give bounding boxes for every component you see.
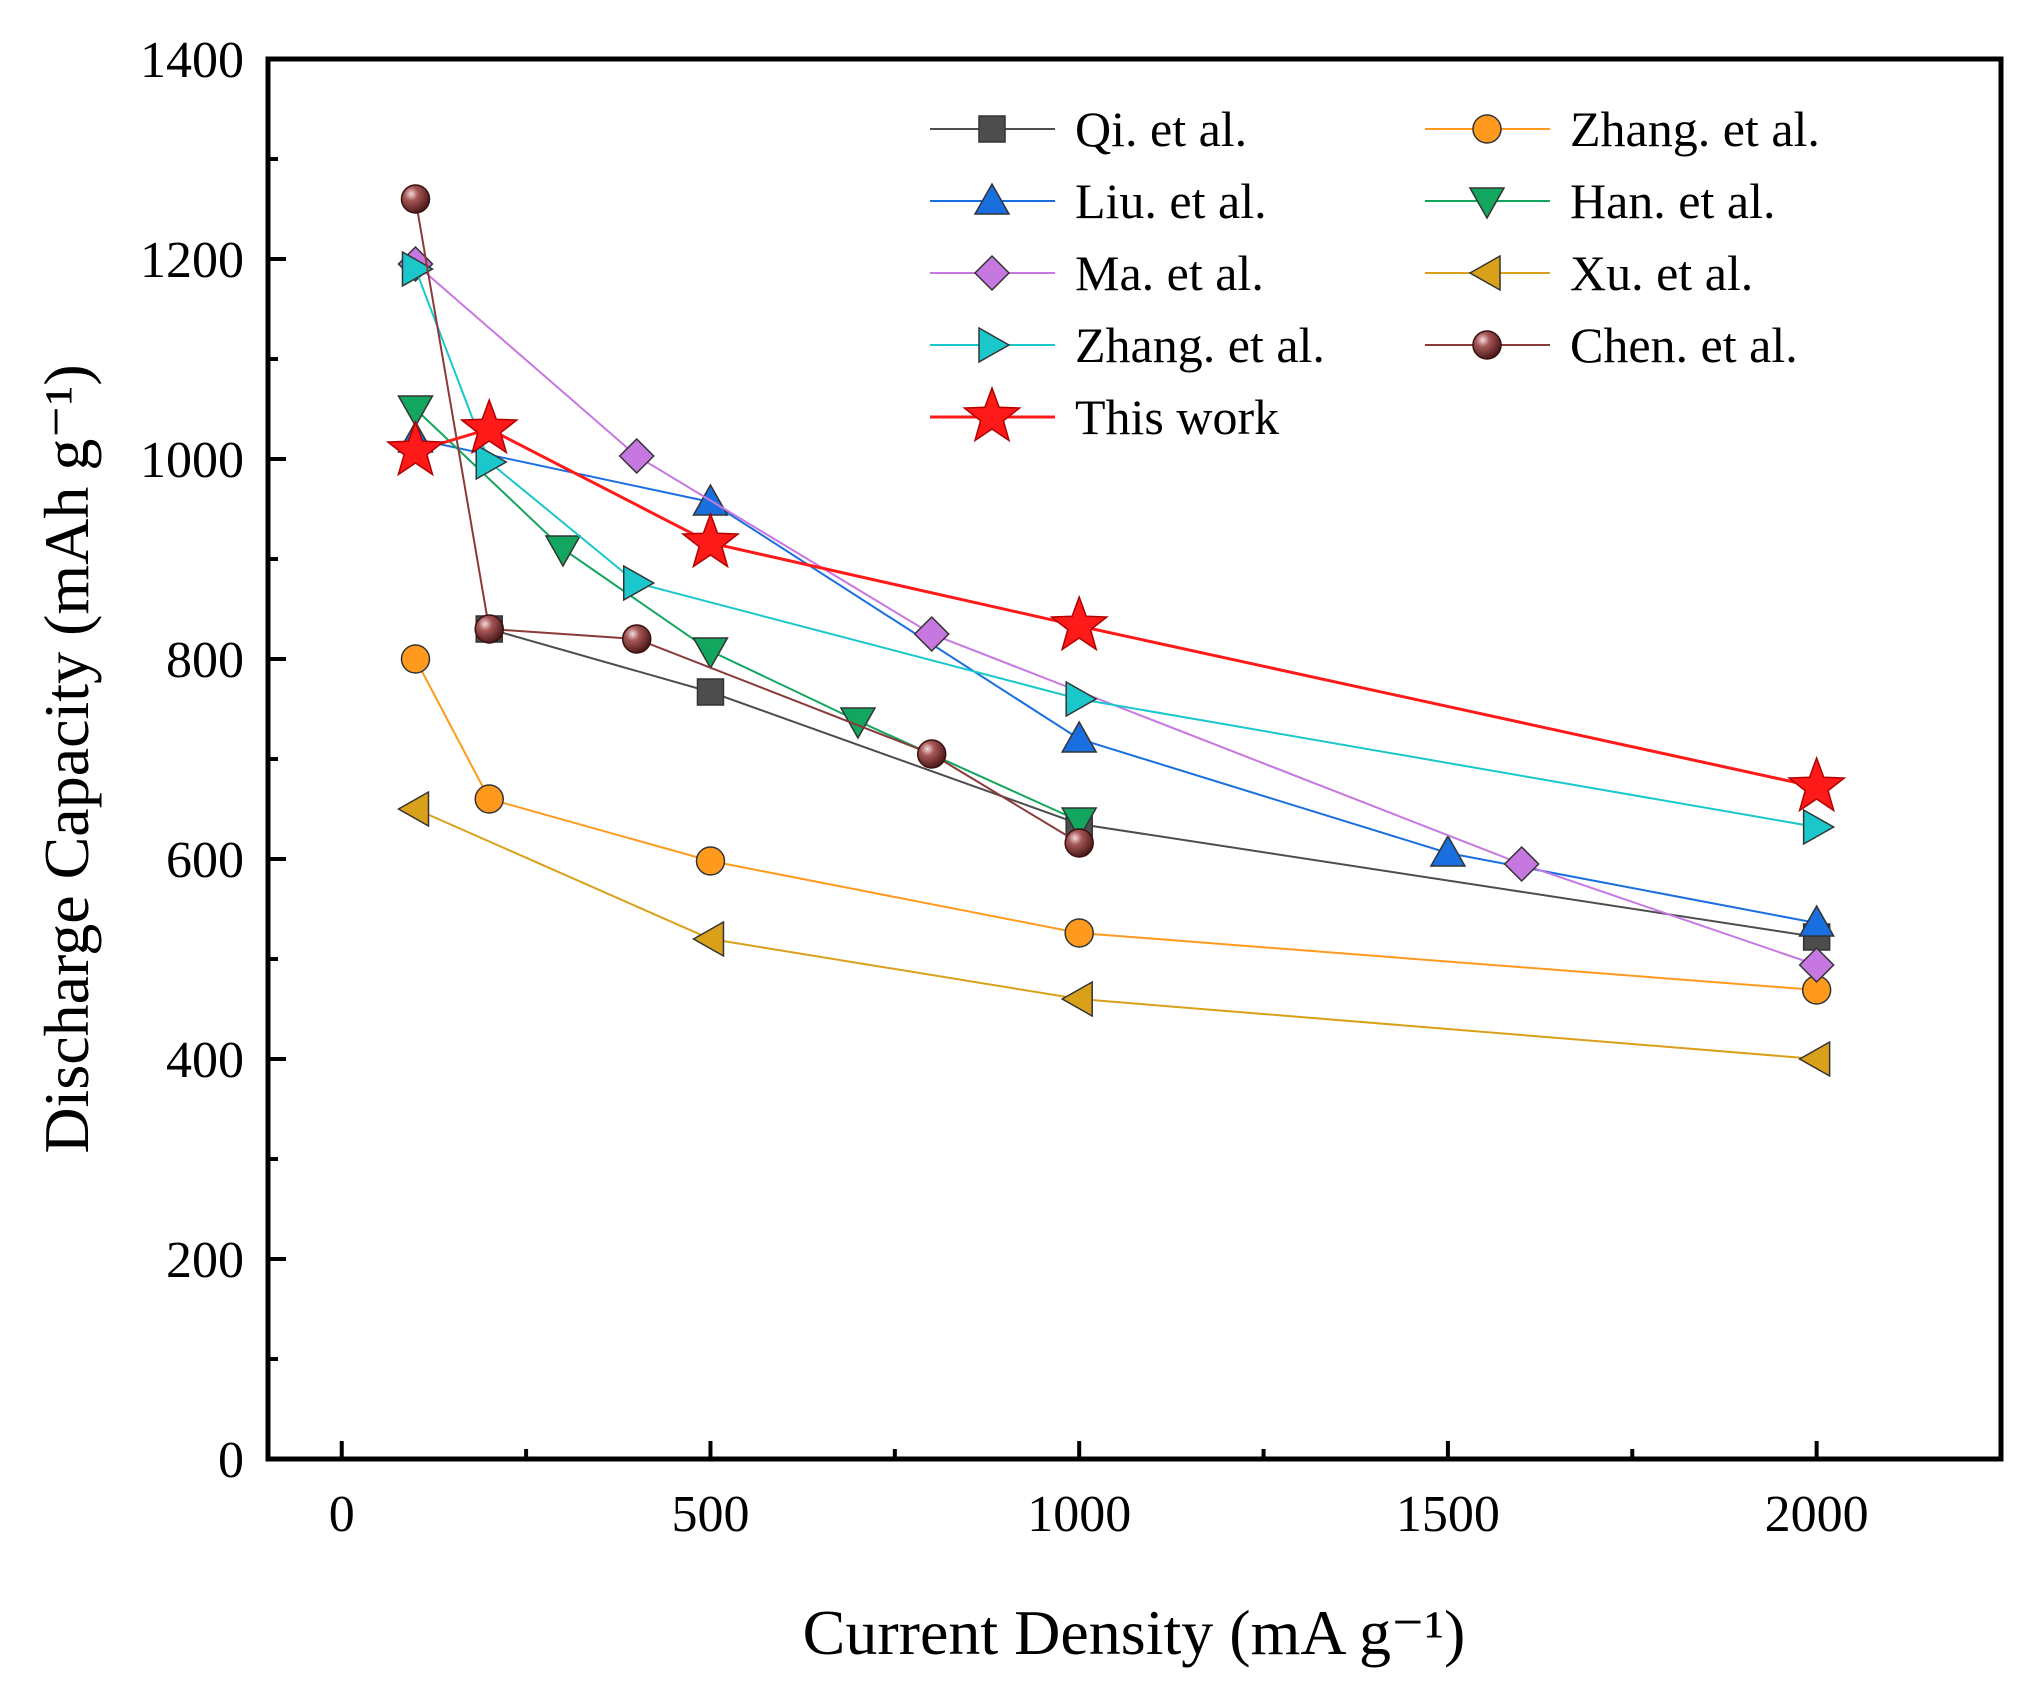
y-tick-label-1400: 1400 bbox=[140, 32, 244, 89]
legend-marker bbox=[978, 115, 1006, 143]
legend-item-liu-et-al-2: Liu. et al. bbox=[930, 173, 1267, 229]
data-point bbox=[474, 614, 504, 644]
y-axis-title: Discharge Capacity (mAh g⁻¹) bbox=[31, 364, 102, 1153]
data-point bbox=[1065, 680, 1098, 718]
data-point bbox=[475, 443, 508, 481]
data-point bbox=[474, 784, 504, 814]
data-point bbox=[396, 790, 430, 828]
data-point bbox=[1064, 918, 1094, 948]
axis-layer: 0 500 1000 1500 2000 0 200 400 600 800 1000 1200 140… bbox=[140, 32, 1869, 1543]
legend: Qi. et al. Zhang. et al. Liu. et al. Han. e… bbox=[930, 101, 1820, 445]
data-point bbox=[692, 637, 729, 670]
y-tick-label-600: 600 bbox=[166, 832, 244, 889]
legend-item-qi-et-al-0: Qi. et al. bbox=[930, 101, 1247, 157]
data-point bbox=[916, 739, 947, 769]
data-point bbox=[1787, 755, 1847, 813]
x-tick-label-1000: 1000 bbox=[1027, 1486, 1131, 1543]
data-point bbox=[459, 397, 519, 455]
data-point bbox=[400, 184, 431, 214]
data-point bbox=[1798, 904, 1835, 937]
data-point bbox=[621, 624, 652, 654]
series-line bbox=[488, 628, 1817, 938]
legend-marker bbox=[1468, 187, 1506, 220]
series-line bbox=[414, 408, 1080, 822]
legend-label: Han. et al. bbox=[1570, 173, 1775, 229]
data-point bbox=[1064, 828, 1094, 858]
legend-marker bbox=[978, 326, 1011, 364]
series-ma-et-al-4 bbox=[397, 245, 1835, 984]
data-point bbox=[618, 437, 655, 475]
data-point bbox=[1429, 834, 1467, 867]
legend-label: This work bbox=[1075, 389, 1279, 445]
data-point bbox=[680, 511, 741, 569]
legend-label: Qi. et al. bbox=[1075, 101, 1247, 157]
legend-item-han-et-al-3: Han. et al. bbox=[1425, 173, 1775, 229]
y-tick-label-200: 200 bbox=[166, 1232, 244, 1289]
legend-marker bbox=[1472, 330, 1502, 360]
data-point bbox=[1060, 720, 1098, 753]
x-tick-label-1500: 1500 bbox=[1396, 1486, 1500, 1543]
data-point bbox=[1802, 808, 1836, 846]
data-point bbox=[1798, 1040, 1831, 1078]
legend-label: Ma. et al. bbox=[1075, 245, 1264, 301]
series-liu-et-al-2 bbox=[397, 420, 1835, 937]
legend-item-xu-et-al-5: Xu. et al. bbox=[1425, 245, 1753, 301]
x-tick-label-500: 500 bbox=[671, 1486, 749, 1543]
legend-item-chen-et-al-7: Chen. et al. bbox=[1425, 317, 1798, 373]
data-point bbox=[622, 564, 656, 602]
legend-label: Zhang. et al. bbox=[1570, 101, 1820, 157]
y-tick-label-800: 800 bbox=[166, 632, 244, 689]
series-layer bbox=[385, 184, 1847, 1078]
legend-item-this-work-8: This work bbox=[930, 385, 1279, 445]
data-point bbox=[839, 707, 877, 740]
series-line bbox=[414, 658, 1817, 991]
series-line bbox=[415, 808, 1817, 1060]
series-chen-et-al-7 bbox=[400, 184, 1094, 858]
data-point bbox=[1503, 845, 1540, 883]
series-zhang-et-al-1 bbox=[400, 644, 1832, 1005]
data-point bbox=[400, 644, 431, 674]
x-tick-label-0: 0 bbox=[329, 1486, 355, 1543]
series-this-work-8 bbox=[385, 397, 1847, 813]
legend-item-zhang-et-al-1: Zhang. et al. bbox=[1425, 101, 1820, 157]
y-tick-label-1000: 1000 bbox=[140, 432, 244, 489]
legend-item-zhang-et-al-6: Zhang. et al. bbox=[930, 317, 1325, 373]
y-tick-label-0: 0 bbox=[218, 1432, 244, 1489]
legend-marker bbox=[962, 385, 1022, 443]
legend-marker bbox=[1468, 254, 1501, 292]
data-point bbox=[691, 920, 725, 958]
data-point bbox=[397, 395, 434, 428]
legend-marker bbox=[973, 254, 1011, 292]
series-line bbox=[415, 438, 1817, 924]
x-axis-title: Current Density (mA g⁻¹) bbox=[803, 1597, 1466, 1668]
data-point bbox=[1060, 807, 1098, 840]
series-xu-et-al-5 bbox=[396, 790, 1831, 1078]
legend-marker bbox=[1472, 114, 1502, 144]
legend-item-ma-et-al-4: Ma. et al. bbox=[930, 245, 1264, 301]
legend-label: Liu. et al. bbox=[1075, 173, 1267, 229]
data-point bbox=[1049, 594, 1109, 652]
y-tick-label-1200: 1200 bbox=[140, 232, 244, 289]
data-point bbox=[401, 250, 435, 288]
series-zhang-et-al-6 bbox=[401, 250, 1836, 846]
data-point bbox=[385, 419, 446, 477]
x-tick-label-2000: 2000 bbox=[1765, 1486, 1869, 1543]
data-point bbox=[696, 678, 725, 706]
series-line bbox=[415, 427, 1817, 789]
legend-label: Xu. et al. bbox=[1570, 245, 1753, 301]
series-line bbox=[414, 198, 1080, 844]
legend-label: Zhang. et al. bbox=[1075, 317, 1325, 373]
legend-label: Chen. et al. bbox=[1570, 317, 1798, 373]
data-point bbox=[913, 615, 950, 653]
y-tick-label-400: 400 bbox=[166, 1032, 244, 1089]
legend-marker bbox=[973, 182, 1011, 215]
data-point bbox=[695, 846, 726, 876]
data-point bbox=[1798, 946, 1835, 984]
data-point bbox=[544, 535, 582, 568]
data-point bbox=[1060, 980, 1093, 1018]
